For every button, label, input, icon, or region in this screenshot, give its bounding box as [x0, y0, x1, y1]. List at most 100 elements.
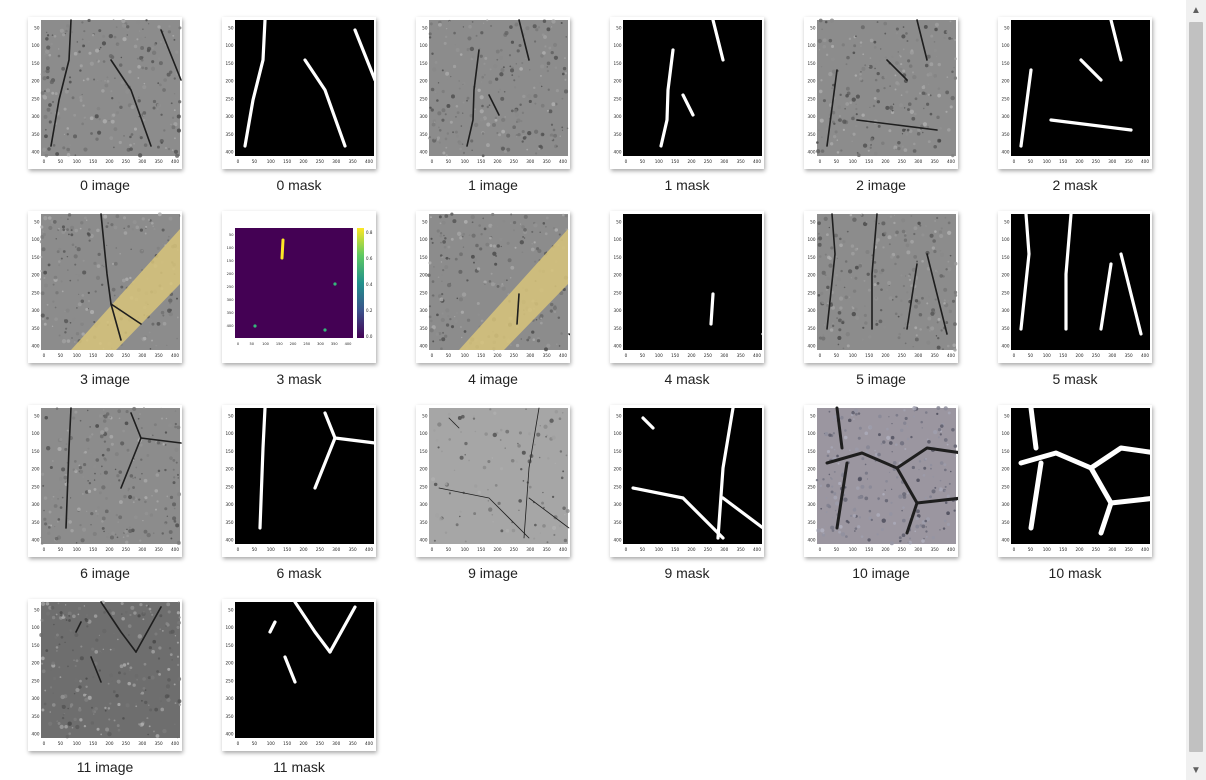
texture-grain: [522, 480, 525, 482]
texture-grain: [449, 120, 453, 124]
texture-grain: [148, 218, 151, 221]
texture-grain: [904, 275, 907, 277]
gallery-item-0-image[interactable]: 0 50 100 150 200 250 300 350 400 50 100 150 200 250 30…: [0, 0, 194, 193]
scroll-down-icon[interactable]: ▼: [1191, 764, 1201, 776]
x-tick-label: 400: [1141, 159, 1149, 164]
texture-grain: [546, 69, 550, 73]
texture-grain: [436, 313, 439, 317]
vertical-scrollbar[interactable]: ▲ ▼: [1186, 0, 1206, 780]
x-tick-label: 400: [171, 353, 179, 358]
scrollbar-thumb[interactable]: [1189, 22, 1203, 752]
texture-grain: [841, 321, 845, 325]
texture-grain: [820, 66, 823, 68]
texture-grain: [436, 136, 441, 140]
item-caption: 9 mask: [664, 565, 710, 581]
texture-grain: [563, 538, 568, 543]
texture-grain: [842, 240, 846, 244]
texture-grain: [560, 476, 564, 480]
gallery-item-11-mask[interactable]: 0 50 100 150 200 250 300 350 400 50 100 150 200 250 30…: [194, 582, 388, 775]
gallery-item-4-image[interactable]: 0 50 100 150 200 250 300 350 400 50 100 150 200 250 30…: [388, 194, 582, 387]
y-tick-label: 300: [1002, 502, 1010, 507]
texture-grain: [46, 75, 50, 80]
texture-grain: [64, 724, 68, 729]
item-caption: 5 mask: [1052, 371, 1098, 387]
texture-grain: [489, 501, 492, 504]
texture-grain: [94, 650, 99, 654]
x-tick-label: 400: [1141, 547, 1149, 552]
texture-grain: [942, 527, 946, 530]
texture-grain: [822, 334, 825, 336]
texture-grain: [929, 495, 932, 499]
y-tick-label: 400: [1002, 150, 1010, 155]
texture-grain: [939, 127, 942, 130]
texture-grain: [445, 323, 450, 327]
x-tick-label: 50: [640, 159, 646, 164]
texture-grain: [873, 260, 877, 264]
item-caption: 10 mask: [1048, 565, 1102, 581]
texture-grain: [77, 708, 82, 712]
texture-grain: [144, 232, 147, 235]
texture-grain: [833, 495, 838, 500]
texture-grain: [441, 293, 444, 296]
gallery-item-10-image[interactable]: 0 50 100 150 200 250 300 350 400 50 100 150 200 250 30…: [776, 388, 970, 581]
gallery-item-1-mask[interactable]: 0 50 100 150 200 250 300 350 400 50 100 150 200 250 30…: [582, 0, 776, 193]
crack-line: [716, 406, 735, 540]
texture-grain: [83, 463, 87, 467]
texture-grain: [48, 103, 52, 107]
texture-grain: [893, 221, 896, 225]
texture-grain: [552, 227, 556, 230]
texture-grain: [501, 117, 506, 123]
texture-grain: [75, 687, 80, 693]
gallery-item-3-image[interactable]: 0 50 100 150 200 250 300 350 400 50 100 150 200 250 30…: [0, 194, 194, 387]
gallery-item-11-image[interactable]: 0 50 100 150 200 250 300 350 400 50 100 150 200 250 30…: [0, 582, 194, 775]
crack-line: [1099, 262, 1113, 331]
gallery-item-2-mask[interactable]: 0 50 100 150 200 250 300 350 400 50 100 150 200 250 30…: [970, 0, 1164, 193]
texture-grain: [553, 55, 559, 60]
gallery-item-4-mask[interactable]: 0 50 100 150 200 250 300 350 400 50 100 150 200 250 30…: [582, 194, 776, 387]
texture-grain: [59, 336, 63, 340]
texture-grain: [433, 539, 436, 542]
gallery-item-5-image[interactable]: 0 50 100 150 200 250 300 350 400 50 100 150 200 250 30…: [776, 194, 970, 387]
texture-grain: [922, 122, 928, 127]
gallery-item-5-mask[interactable]: 0 50 100 150 200 250 300 350 400 50 100 150 200 250 30…: [970, 194, 1164, 387]
texture-grain: [826, 483, 830, 488]
texture-grain: [473, 258, 477, 262]
texture-grain: [82, 476, 84, 478]
gallery-item-1-image[interactable]: 0 50 100 150 200 250 300 350 400 50 100 150 200 250 30…: [388, 0, 582, 193]
texture-grain: [146, 532, 151, 538]
texture-grain: [130, 238, 134, 243]
gallery-item-2-image[interactable]: 0 50 100 150 200 250 300 350 400 50 100 150 200 250 30…: [776, 0, 970, 193]
scrollbar-track[interactable]: [1189, 22, 1203, 758]
gallery-item-9-image[interactable]: 0 50 100 150 200 250 300 350 400 50 100 150 200 250 30…: [388, 388, 582, 581]
texture-grain: [853, 408, 859, 413]
texture-grain: [84, 697, 89, 702]
y-tick-label: 200: [614, 79, 622, 84]
texture-grain: [903, 234, 907, 237]
texture-grain: [176, 297, 178, 300]
texture-grain: [476, 301, 480, 306]
texture-grain: [489, 68, 492, 71]
scroll-up-icon[interactable]: ▲: [1191, 4, 1201, 16]
texture-grain: [151, 339, 153, 342]
x-tick-label: 250: [704, 547, 712, 552]
texture-grain: [55, 152, 60, 156]
texture-grain: [167, 30, 171, 34]
y-tick-label: 150: [32, 61, 40, 66]
x-tick-label: 350: [737, 159, 745, 164]
texture-grain: [846, 230, 849, 233]
gallery-item-6-mask[interactable]: 0 50 100 150 200 250 300 350 400 50 100 150 200 250 30…: [194, 388, 388, 581]
texture-grain: [122, 536, 125, 538]
crack-line: [826, 213, 836, 330]
gallery-item-10-mask[interactable]: 0 50 100 150 200 250 300 350 400 50 100 150 200 250 30…: [970, 388, 1164, 581]
gallery-item-6-image[interactable]: 0 50 100 150 200 250 300 350 400 50 100 150 200 250 30…: [0, 388, 194, 581]
gallery-item-9-mask[interactable]: 0 50 100 150 200 250 300 350 400 50 100 150 200 250 30…: [582, 388, 776, 581]
x-tick-label: 150: [1059, 353, 1067, 358]
crack-line: [293, 600, 332, 654]
texture-grain: [488, 80, 493, 85]
texture-grain: [160, 141, 163, 144]
gallery-item-0-mask[interactable]: 0 50 100 150 200 250 300 350 400 50 100 150 200 250 30…: [194, 0, 388, 193]
crack-line: [1019, 212, 1031, 331]
texture-grain: [926, 102, 930, 106]
texture-grain: [76, 279, 80, 282]
gallery-item-3-mask[interactable]: 0.8 0.6 0.4 0.2 0.0 0 50 100 150 200 250 300 350 400 5…: [194, 194, 388, 387]
